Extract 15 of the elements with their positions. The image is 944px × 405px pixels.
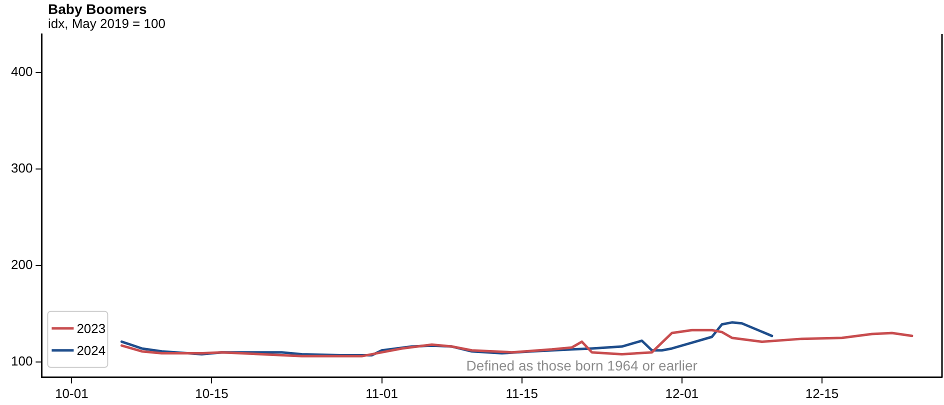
- y-tick-label: 100: [10, 354, 33, 369]
- x-tick-label: 11-01: [366, 386, 398, 401]
- x-tick-label: 12-15: [805, 386, 839, 401]
- chart-subtitle: idx, May 2019 = 100: [48, 16, 166, 31]
- x-tick-label: 12-01: [665, 386, 699, 401]
- x-tick-label: 10-15: [195, 386, 228, 401]
- y-tick-label: 400: [10, 64, 33, 80]
- x-tick-label: 10-01: [55, 386, 88, 401]
- annotation: Defined as those born 1964 or earlier: [466, 357, 698, 374]
- y-tick-label: 200: [10, 257, 33, 272]
- legend-label: 2024: [76, 342, 106, 358]
- x-tick-label: 11-15: [506, 386, 538, 401]
- y-tick-label: 300: [10, 160, 33, 176]
- chart-title: Baby Boomers: [48, 1, 147, 17]
- legend-label: 2023: [76, 320, 106, 336]
